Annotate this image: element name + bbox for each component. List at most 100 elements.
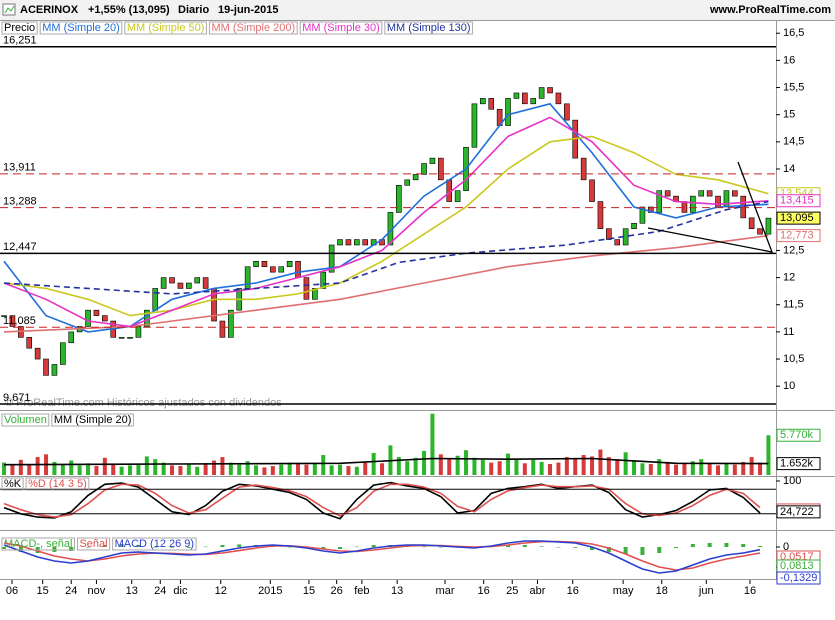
x-tick-label: 24 <box>154 585 166 597</box>
legend-label: MACD (12 26 9) <box>115 538 194 550</box>
candle <box>135 326 142 338</box>
x-tick-label: mar <box>436 585 455 597</box>
candle <box>505 98 511 126</box>
bar <box>590 456 595 475</box>
candle <box>118 337 125 339</box>
bar <box>489 462 494 475</box>
level-label: 12,447 <box>3 241 37 253</box>
bar <box>69 460 74 475</box>
legend-box <box>1 537 75 551</box>
bar <box>682 463 687 475</box>
legend-box <box>299 21 383 35</box>
candle <box>43 358 49 376</box>
candle <box>740 195 747 219</box>
candle <box>93 309 100 316</box>
candle <box>555 92 562 105</box>
value-box <box>776 505 821 519</box>
bar <box>296 463 301 475</box>
candle <box>748 217 755 230</box>
candle <box>194 277 201 284</box>
candle <box>648 206 654 213</box>
level-label: 13,911 <box>3 162 36 174</box>
candle <box>580 157 587 181</box>
bar <box>741 461 746 475</box>
bar <box>102 457 107 475</box>
legend-label: %D (14 3 5) <box>28 478 87 490</box>
series-line <box>3 457 769 466</box>
bar <box>338 547 343 549</box>
candle <box>160 277 167 289</box>
legend-box <box>51 413 134 427</box>
bar <box>212 460 217 475</box>
bar <box>203 546 208 548</box>
x-tick-label: 13 <box>391 585 403 597</box>
legend-label: MM (Simple 20) <box>42 22 120 34</box>
panel <box>2 540 763 574</box>
y-tick-label: 0 <box>783 541 789 553</box>
change: +1,55% (13,095) <box>88 4 170 16</box>
candle <box>85 309 91 327</box>
bar <box>514 459 519 475</box>
legend-label: MM (Simple 200) <box>211 22 295 34</box>
bar <box>321 547 326 549</box>
y-tick-label: 14 <box>783 163 795 175</box>
panel <box>3 481 761 520</box>
bar <box>657 459 662 475</box>
value-box <box>776 428 821 442</box>
y-tick-label: 16,5 <box>783 27 804 39</box>
candle <box>34 347 41 360</box>
y-tick-label: 11 <box>783 326 794 338</box>
candle <box>429 157 436 164</box>
bar <box>741 544 746 547</box>
value-box <box>776 211 821 225</box>
bar <box>354 466 359 475</box>
bar <box>321 455 326 475</box>
series-line <box>3 200 769 295</box>
panel <box>2 413 771 475</box>
x-tick-label: 13 <box>126 585 138 597</box>
candle <box>438 157 444 181</box>
candle <box>757 228 763 235</box>
candle <box>732 190 738 197</box>
series-line <box>3 234 769 333</box>
candle <box>253 260 259 268</box>
bar <box>178 466 183 475</box>
bar <box>237 464 242 475</box>
bar <box>86 547 91 548</box>
series-line <box>3 483 761 518</box>
bar <box>674 464 679 475</box>
x-tick-label: abr <box>529 585 545 597</box>
value-box-label: 5.770k <box>780 429 814 441</box>
candle <box>102 315 108 322</box>
candle <box>421 163 427 175</box>
candle <box>589 179 595 202</box>
series-line <box>3 540 761 574</box>
y-tick-label: 11,5 <box>783 299 804 311</box>
bar <box>380 463 385 475</box>
bar <box>522 463 527 475</box>
candle <box>564 103 570 121</box>
bar <box>119 544 124 547</box>
bar <box>606 457 611 475</box>
bar <box>153 547 158 548</box>
legend-label: Precio <box>4 22 35 34</box>
bar <box>623 452 628 475</box>
bar <box>245 461 250 475</box>
legend-label: MM (Simple 130) <box>387 22 471 34</box>
bar <box>447 458 452 475</box>
bar <box>472 457 477 475</box>
bar <box>10 464 15 475</box>
bar <box>18 459 23 475</box>
bar <box>657 547 662 553</box>
x-tick-label: dic <box>173 585 188 597</box>
bar <box>363 462 368 475</box>
bar <box>522 545 527 547</box>
bar <box>766 435 771 475</box>
value-box <box>776 229 821 243</box>
candle <box>614 239 621 246</box>
bar <box>707 543 712 547</box>
bar <box>556 462 561 475</box>
bar <box>220 457 225 475</box>
candle <box>328 244 335 273</box>
legend-label: MACD-, señal <box>4 538 72 550</box>
